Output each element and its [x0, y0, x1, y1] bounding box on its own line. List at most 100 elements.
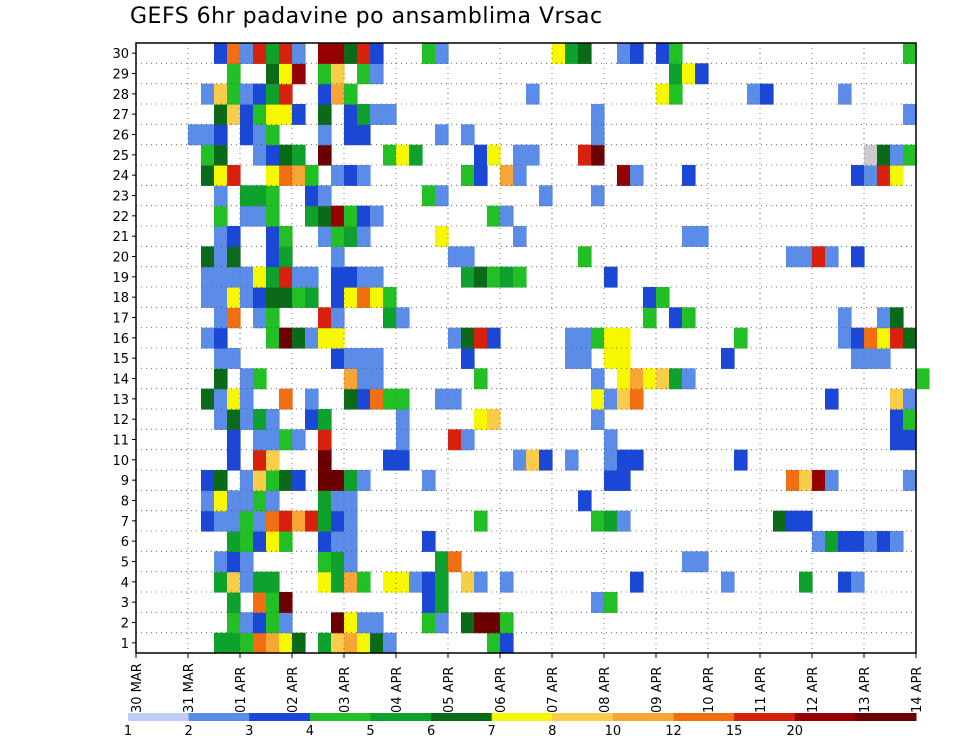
heatmap-cell — [461, 124, 475, 146]
heatmap-cell — [344, 104, 358, 125]
y-tick-label: 19 — [112, 271, 129, 286]
heatmap-cell — [591, 327, 605, 349]
heatmap-cell — [383, 144, 397, 166]
colorbar-swatch — [128, 713, 190, 721]
heatmap-cell — [474, 571, 488, 593]
heatmap-cell — [253, 429, 267, 451]
heatmap-cell — [435, 388, 449, 410]
heatmap-cell — [435, 185, 449, 207]
colorbar-swatch — [431, 713, 493, 721]
heatmap-cell — [344, 165, 358, 186]
heatmap-cell — [578, 490, 592, 512]
heatmap-cell — [682, 63, 696, 85]
heatmap-cell — [227, 388, 241, 410]
heatmap-cell — [318, 409, 332, 430]
heatmap-cell — [214, 165, 228, 186]
heatmap-cell — [370, 205, 384, 227]
heatmap-cell — [500, 266, 514, 288]
heatmap-cell — [656, 43, 670, 64]
colorbar-swatch — [188, 713, 250, 721]
x-tick-label: 01 APR — [234, 667, 249, 713]
heatmap-cell — [227, 571, 241, 593]
colorbar-label: 1 — [124, 724, 132, 739]
heatmap-cell — [279, 144, 293, 166]
heatmap-cell — [331, 226, 345, 247]
colorbar-label: 6 — [427, 724, 435, 739]
heatmap-cell — [422, 43, 436, 64]
colorbar-swatch — [491, 713, 553, 721]
heatmap-cell — [279, 63, 293, 85]
heatmap-cell — [266, 144, 280, 166]
heatmap-cell — [786, 510, 800, 532]
heatmap-cell — [591, 388, 605, 410]
heatmap-cell — [695, 63, 709, 85]
heatmap-cell — [487, 632, 501, 654]
heatmap-cell — [279, 246, 293, 268]
heatmap-cell — [214, 144, 228, 166]
y-tick-label: 8 — [121, 495, 129, 510]
heatmap-cell — [240, 490, 254, 512]
heatmap-cell — [279, 470, 293, 491]
heatmap-cell — [305, 510, 319, 532]
heatmap-cell — [292, 287, 306, 308]
heatmap-cell — [448, 388, 462, 410]
heatmap-cell — [461, 571, 475, 593]
heatmap-cell — [201, 124, 215, 146]
heatmap-cell — [318, 531, 332, 552]
colorbar-swatch — [673, 713, 735, 721]
heatmap-cell — [266, 185, 280, 207]
heatmap-cell — [318, 571, 332, 593]
colorbar-label: 7 — [488, 724, 496, 739]
heatmap-cell — [214, 327, 228, 349]
heatmap-cell — [266, 307, 280, 329]
heatmap-cell — [292, 429, 306, 451]
colorbar-label: 12 — [665, 724, 682, 739]
heatmap-cell — [266, 83, 280, 105]
heatmap-cell — [526, 83, 540, 105]
heatmap-cell — [292, 266, 306, 288]
heatmap-cell — [890, 307, 904, 329]
heatmap-cell — [903, 144, 917, 166]
heatmap-cell — [357, 266, 371, 288]
heatmap-cell — [474, 612, 488, 634]
y-tick-label: 3 — [121, 596, 129, 611]
heatmap-cell — [539, 449, 553, 471]
heatmap-cell — [396, 429, 410, 451]
heatmap-cell — [435, 571, 449, 593]
heatmap-cell — [630, 449, 644, 471]
heatmap-cell — [617, 348, 631, 369]
heatmap-cell — [227, 449, 241, 471]
heatmap-cell — [448, 246, 462, 268]
heatmap-cell — [344, 83, 358, 105]
heatmap-cell — [331, 348, 345, 369]
heatmap-cell — [435, 551, 449, 573]
colorbar-label: 5 — [366, 724, 374, 739]
heatmap-cell — [201, 144, 215, 166]
heatmap-cell — [214, 287, 228, 308]
heatmap-cell — [643, 368, 657, 390]
heatmap-cell — [474, 165, 488, 186]
heatmap-cell — [487, 144, 501, 166]
heatmap-cell — [240, 43, 254, 64]
heatmap-cell — [201, 83, 215, 105]
heatmap-cell — [240, 185, 254, 207]
heatmap-cell — [565, 43, 579, 64]
heatmap-cell — [383, 388, 397, 410]
heatmap-cell — [292, 165, 306, 186]
colorbar-label: 4 — [306, 724, 314, 739]
heatmap-cell — [279, 104, 293, 125]
heatmap-cell — [734, 327, 748, 349]
heatmap-cell — [526, 449, 540, 471]
heatmap-cell — [370, 348, 384, 369]
heatmap-cell — [266, 531, 280, 552]
heatmap-cell — [214, 104, 228, 125]
heatmap-cell — [240, 104, 254, 125]
heatmap-cell — [565, 449, 579, 471]
heatmap-cell — [370, 632, 384, 654]
heatmap-cell — [344, 43, 358, 64]
y-tick-label: 9 — [121, 474, 129, 489]
heatmap-cell — [279, 531, 293, 552]
heatmap-cell — [227, 348, 241, 369]
heatmap-cell — [799, 571, 813, 593]
heatmap-cell — [669, 368, 683, 390]
